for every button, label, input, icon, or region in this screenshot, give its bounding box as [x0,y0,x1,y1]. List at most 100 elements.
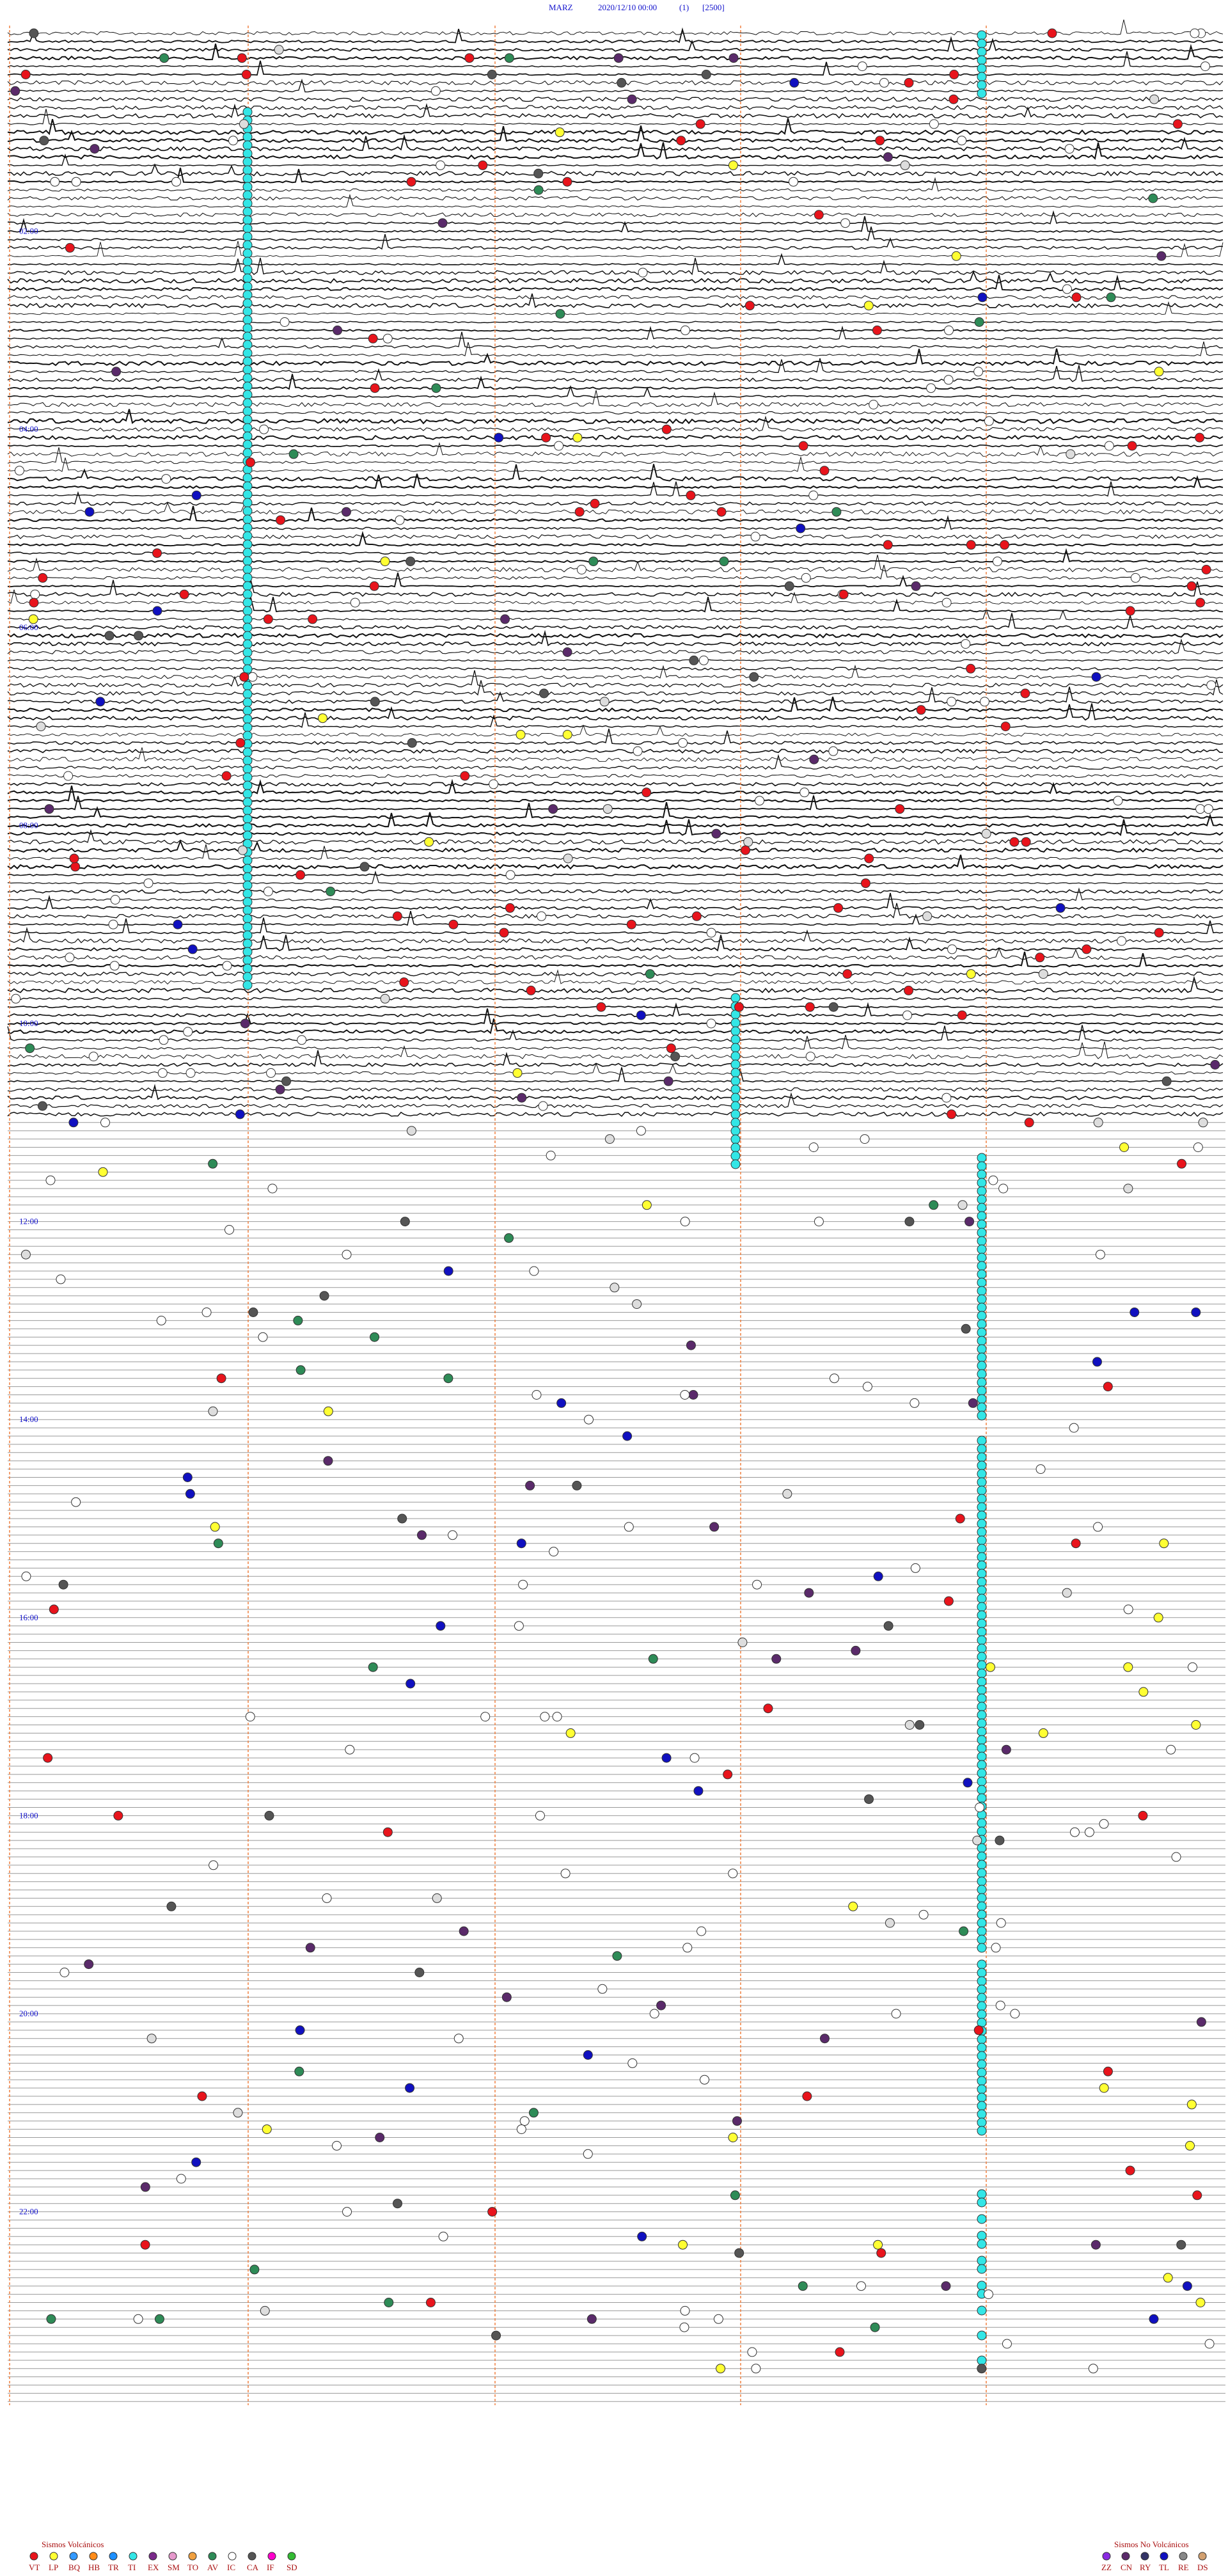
trace [7,935,1224,952]
event [977,1668,987,1679]
event [977,1677,987,1687]
event [242,797,253,807]
trace [7,358,1224,374]
event [1071,1538,1081,1549]
trace [7,331,1224,349]
trace [7,78,1224,93]
trace [7,530,1224,547]
event [730,1084,741,1094]
event [904,77,914,88]
trace [7,293,1224,309]
event [258,1332,268,1342]
event [730,1068,741,1078]
event [848,1901,858,1911]
event [947,697,957,707]
event [983,2289,993,2300]
event [242,331,253,342]
trace [7,748,1224,754]
event [966,663,976,674]
event [947,1109,957,1119]
event [771,1654,782,1664]
event [730,1043,741,1053]
legend-code: CN [1121,2563,1133,2572]
time-label: 10:00 [19,1018,38,1028]
event [350,597,360,608]
event [991,1943,1001,1953]
legend-dot [148,2552,157,2561]
trace [7,253,1224,266]
event [228,136,239,146]
event [796,523,806,533]
event [977,1901,987,1911]
event [1201,565,1211,574]
event [1103,1382,1113,1392]
event [1192,2190,1202,2201]
event [574,507,585,517]
event [173,919,183,929]
legend-code: RE [1178,2563,1189,2572]
legend-dot [89,2552,98,2561]
event [642,1200,652,1210]
event [637,2231,647,2241]
event [719,557,729,567]
legend-code: ZZ [1101,2563,1112,2572]
event [1055,903,1066,913]
trace [7,415,1224,432]
legend-title: Sismos No Volcánicos [1114,2540,1189,2549]
event [1130,1308,1140,1317]
event [242,290,253,300]
event [50,177,60,187]
event [1186,581,1197,591]
legend-dot [49,2552,58,2561]
event [432,1893,442,1903]
event [1002,2339,1012,2349]
event [242,864,253,874]
event [242,564,253,574]
event [242,772,253,782]
event [730,1018,741,1028]
event [678,2240,688,2250]
event [1009,837,1019,847]
event [977,1618,987,1629]
event [392,911,402,921]
event [264,1810,274,1821]
event [1062,284,1072,294]
event [323,1406,333,1416]
trace [7,1087,1224,1092]
event [808,490,819,500]
event [201,1308,212,1317]
event [728,2133,738,2142]
event [977,1984,987,1995]
event [613,53,624,63]
event [554,441,564,451]
event [1206,680,1216,690]
event [242,448,253,458]
trace [7,473,1224,489]
event [957,1010,967,1020]
trace [7,390,1224,407]
trace [7,97,1224,102]
event [977,1394,987,1404]
trace [7,1006,1224,1009]
event [977,1477,987,1487]
event [977,1585,987,1595]
event [680,2305,690,2316]
event [895,804,905,814]
trace [7,548,1224,564]
event [944,325,954,335]
event [977,1510,987,1521]
event [977,1693,987,1703]
event [1138,1810,1148,1821]
event [259,424,269,434]
event [975,1803,985,1812]
trace [7,534,1224,539]
event [519,2116,530,2126]
trace [7,241,1224,257]
event [1035,1464,1046,1474]
event [633,746,643,756]
event [1062,1588,1072,1598]
event [242,365,253,375]
event [751,2364,761,2374]
event [242,706,253,716]
event [395,515,405,525]
